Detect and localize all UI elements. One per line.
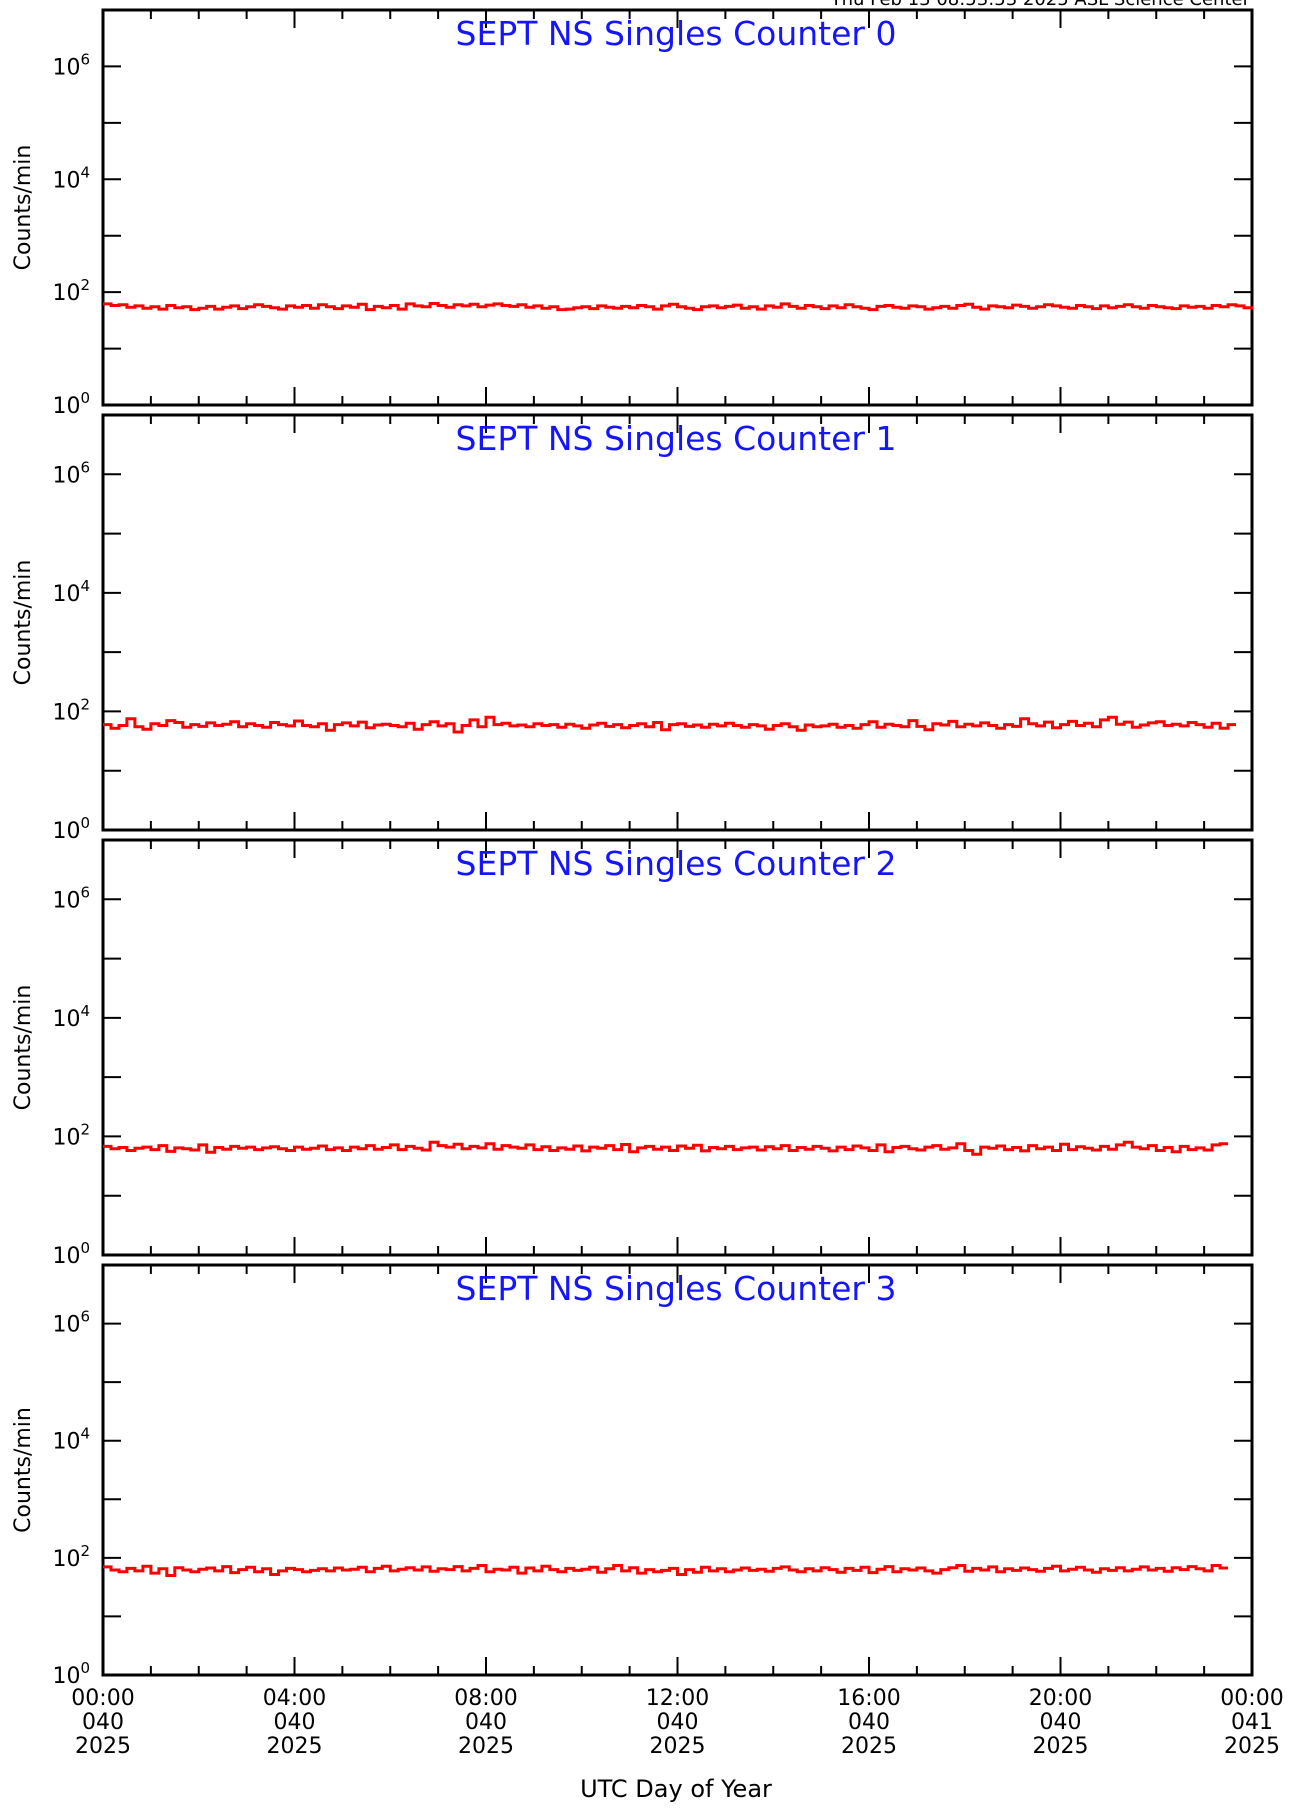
y-tick-label: 104	[52, 163, 90, 193]
x-tick-label-doy: 040	[465, 1710, 507, 1735]
y-tick-exponent: 2	[80, 1120, 90, 1138]
y-tick-label: 104	[52, 1425, 90, 1455]
x-tick-label-year: 2025	[1033, 1734, 1089, 1759]
x-tick-label-time: 12:00	[646, 1686, 709, 1711]
x-tick-label-year: 2025	[841, 1734, 897, 1759]
y-tick-base: 10	[52, 1547, 80, 1572]
y-tick-base: 10	[52, 819, 80, 844]
y-axis-label: Counts/min	[11, 985, 36, 1111]
y-tick-label: 106	[52, 883, 90, 913]
plot-frame	[101, 8, 1254, 407]
y-tick-base: 10	[52, 168, 80, 193]
y-tick-exponent: 2	[80, 1542, 90, 1560]
x-tick-label-time: 08:00	[454, 1686, 517, 1711]
plot-frame	[101, 1263, 1254, 1677]
x-tick-label-year: 2025	[75, 1734, 131, 1759]
y-tick-label: 100	[52, 389, 90, 419]
y-tick-label: 106	[52, 50, 90, 80]
y-tick-exponent: 0	[80, 1239, 90, 1257]
y-tick-base: 10	[52, 1313, 80, 1338]
y-tick-label: 100	[52, 1659, 90, 1689]
y-tick-label: 102	[52, 1542, 90, 1572]
y-axis-label: Counts/min	[11, 145, 36, 271]
y-tick-label: 100	[52, 814, 90, 844]
y-tick-label: 106	[52, 458, 90, 488]
panel-title: SEPT NS Singles Counter 1	[456, 419, 897, 458]
x-axis-title: UTC Day of Year	[580, 1775, 772, 1803]
y-tick-label: 106	[52, 1308, 90, 1338]
y-tick-label: 102	[52, 1120, 90, 1150]
x-tick-label-year: 2025	[458, 1734, 514, 1759]
x-tick-label-doy: 040	[848, 1710, 890, 1735]
panel-title: SEPT NS Singles Counter 0	[456, 14, 897, 53]
y-tick-exponent: 6	[80, 1308, 90, 1326]
y-axis-label: Counts/min	[11, 560, 36, 686]
x-tick-label-doy: 040	[1040, 1710, 1082, 1735]
y-tick-exponent: 6	[80, 883, 90, 901]
plot-frame	[101, 838, 1254, 1257]
series-line-0	[103, 302, 1254, 312]
x-tick-label-time: 16:00	[837, 1686, 900, 1711]
panel-title: SEPT NS Singles Counter 2	[456, 844, 897, 883]
y-tick-base: 10	[52, 582, 80, 607]
y-tick-base: 10	[52, 1007, 80, 1032]
y-tick-base: 10	[52, 1430, 80, 1455]
x-tick-label-doy: 040	[657, 1710, 699, 1735]
y-tick-base: 10	[52, 1664, 80, 1689]
y-tick-base: 10	[52, 394, 80, 419]
series-line-0	[103, 1564, 1229, 1577]
y-tick-exponent: 0	[80, 389, 90, 407]
y-tick-exponent: 4	[80, 577, 90, 595]
y-tick-exponent: 2	[80, 695, 90, 713]
x-tick-label-time: 04:00	[263, 1686, 326, 1711]
x-tick-label-year: 2025	[650, 1734, 706, 1759]
y-tick-exponent: 4	[80, 1002, 90, 1020]
series-line-0	[103, 1140, 1229, 1156]
y-tick-exponent: 4	[80, 163, 90, 181]
x-tick-label-time: 20:00	[1029, 1686, 1092, 1711]
y-tick-base: 10	[52, 281, 80, 306]
y-tick-exponent: 6	[80, 458, 90, 476]
x-tick-label-year: 2025	[267, 1734, 323, 1759]
y-tick-exponent: 0	[80, 1659, 90, 1677]
x-tick-label-doy: 040	[274, 1710, 316, 1735]
y-tick-label: 104	[52, 577, 90, 607]
panel-title: SEPT NS Singles Counter 3	[456, 1269, 897, 1308]
y-tick-label: 100	[52, 1239, 90, 1269]
x-tick-label-time: 00:00	[1220, 1686, 1283, 1711]
y-tick-base: 10	[52, 463, 80, 488]
header-timestamp: Thu Feb 13 08:53:53 2025 ASL Science Cen…	[830, 0, 1251, 10]
plot-frame	[101, 413, 1254, 832]
y-tick-base: 10	[52, 888, 80, 913]
y-tick-exponent: 6	[80, 50, 90, 68]
x-axis-labels: 00:00040202504:00040202508:00040202512:0…	[71, 1686, 1283, 1759]
y-tick-exponent: 4	[80, 1425, 90, 1443]
y-tick-base: 10	[52, 55, 80, 80]
x-tick-label-time: 00:00	[71, 1686, 134, 1711]
y-tick-label: 104	[52, 1002, 90, 1032]
series-line-0	[103, 715, 1236, 734]
y-tick-base: 10	[52, 700, 80, 725]
x-tick-label-doy: 041	[1231, 1710, 1273, 1735]
y-tick-label: 102	[52, 695, 90, 725]
y-tick-base: 10	[52, 1125, 80, 1150]
x-tick-label-doy: 040	[82, 1710, 124, 1735]
y-axis-label: Counts/min	[11, 1407, 36, 1533]
y-tick-exponent: 0	[80, 814, 90, 832]
y-tick-exponent: 2	[80, 276, 90, 294]
x-tick-label-year: 2025	[1224, 1734, 1280, 1759]
y-tick-base: 10	[52, 1244, 80, 1269]
y-tick-label: 102	[52, 276, 90, 306]
